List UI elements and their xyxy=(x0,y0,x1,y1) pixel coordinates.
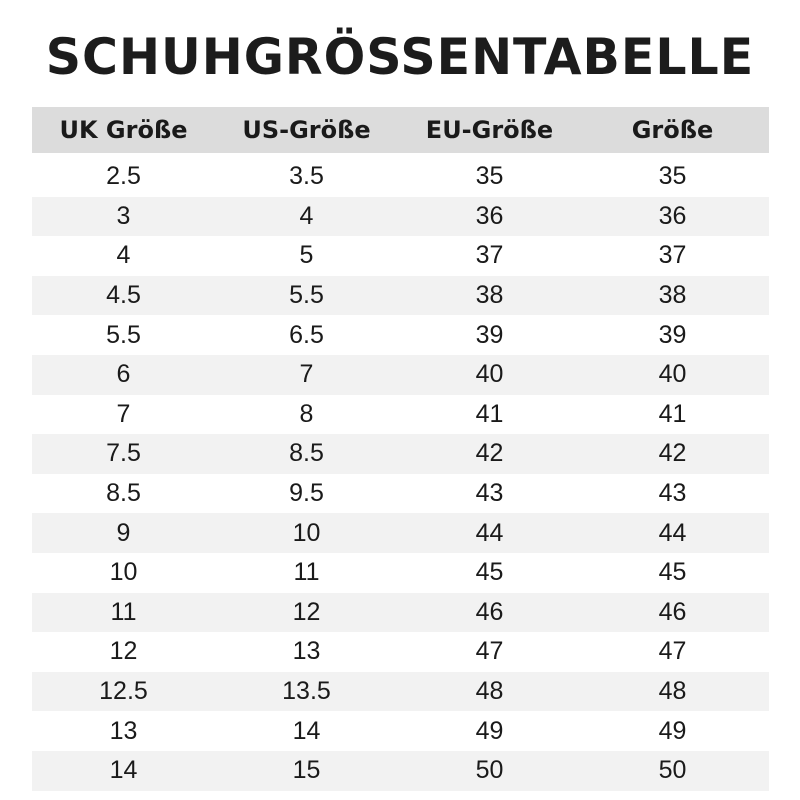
table-row: 11 12 46 46 xyxy=(32,592,769,633)
cell-eu: 36 xyxy=(475,201,504,230)
cell-us: 9.5 xyxy=(289,479,324,508)
cell-us: 8 xyxy=(299,399,314,428)
cell-uk: 2.5 xyxy=(106,162,141,191)
table-row: 12.5 13.5 48 48 xyxy=(32,671,769,712)
cell-eu: 45 xyxy=(475,558,504,587)
cell-size: 39 xyxy=(658,320,687,349)
cell-eu: 46 xyxy=(475,597,504,626)
cell-size: 44 xyxy=(658,518,687,547)
cell-size: 48 xyxy=(658,677,687,706)
cell-size: 45 xyxy=(658,558,687,587)
cell-eu: 38 xyxy=(475,281,504,310)
header-uk: UK Größe xyxy=(59,116,188,144)
cell-size: 42 xyxy=(658,439,687,468)
table-row: 7.5 8.5 42 42 xyxy=(32,434,769,474)
cell-us: 5.5 xyxy=(289,281,324,310)
table-row: 7 8 41 41 xyxy=(32,395,769,435)
cell-us: 3.5 xyxy=(289,162,324,191)
cell-eu: 48 xyxy=(475,677,504,706)
cell-uk: 10 xyxy=(109,558,138,587)
cell-uk: 12.5 xyxy=(99,677,148,706)
cell-eu: 39 xyxy=(475,320,504,349)
table-row: 8.5 9.5 43 43 xyxy=(32,474,769,514)
table-row: 14 15 50 50 xyxy=(32,750,769,791)
cell-eu: 49 xyxy=(475,716,504,745)
cell-us: 4 xyxy=(299,201,314,230)
cell-size: 41 xyxy=(658,399,687,428)
table-row: 13 14 49 49 xyxy=(32,711,769,751)
cell-uk: 6 xyxy=(116,360,131,389)
cell-us: 13.5 xyxy=(282,677,331,706)
cell-eu: 35 xyxy=(475,162,504,191)
cell-us: 15 xyxy=(292,756,321,785)
table-row: 4.5 5.5 38 38 xyxy=(32,275,769,316)
cell-eu: 41 xyxy=(475,399,504,428)
header-us: US-Größe xyxy=(242,116,371,144)
cell-us: 11 xyxy=(293,558,320,587)
cell-uk: 11 xyxy=(110,597,137,626)
cell-size: 43 xyxy=(658,479,687,508)
cell-uk: 5.5 xyxy=(106,320,141,349)
cell-size: 37 xyxy=(658,241,687,270)
cell-size: 46 xyxy=(658,597,687,626)
cell-size: 50 xyxy=(658,756,687,785)
table-row: 10 11 45 45 xyxy=(32,553,769,593)
cell-us: 10 xyxy=(292,518,321,547)
cell-uk: 7 xyxy=(116,399,131,428)
cell-size: 49 xyxy=(658,716,687,745)
cell-size: 35 xyxy=(658,162,687,191)
cell-eu: 40 xyxy=(475,360,504,389)
page-title: SCHUHGRÖSSENTABELLE xyxy=(45,28,755,86)
cell-size: 36 xyxy=(658,201,687,230)
cell-uk: 14 xyxy=(109,756,138,785)
cell-eu: 37 xyxy=(475,241,504,270)
cell-us: 14 xyxy=(292,716,321,745)
table-row: 6 7 40 40 xyxy=(32,354,769,395)
cell-eu: 44 xyxy=(475,518,504,547)
cell-uk: 9 xyxy=(116,518,131,547)
header-eu: EU-Größe xyxy=(425,116,554,144)
table-row: 3 4 36 36 xyxy=(32,196,769,237)
cell-size: 47 xyxy=(658,637,687,666)
cell-uk: 8.5 xyxy=(106,479,141,508)
cell-uk: 7.5 xyxy=(106,439,141,468)
cell-eu: 47 xyxy=(475,637,504,666)
cell-uk: 4 xyxy=(116,241,131,270)
cell-uk: 4.5 xyxy=(106,281,141,310)
cell-eu: 50 xyxy=(475,756,504,785)
size-table: UK Größe US-Größe EU-Größe Größe 2.5 3.5 3… xyxy=(32,107,769,791)
cell-eu: 43 xyxy=(475,479,504,508)
cell-eu: 42 xyxy=(475,439,504,468)
cell-size: 40 xyxy=(658,360,687,389)
cell-us: 5 xyxy=(299,241,314,270)
table-header: UK Größe US-Größe EU-Größe Größe xyxy=(32,107,769,153)
table-row: 5.5 6.5 39 39 xyxy=(32,315,769,355)
cell-uk: 3 xyxy=(116,201,131,230)
cell-us: 6.5 xyxy=(289,320,324,349)
cell-us: 8.5 xyxy=(289,439,324,468)
table-row: 2.5 3.5 35 35 xyxy=(32,157,769,197)
cell-us: 7 xyxy=(299,360,314,389)
cell-us: 12 xyxy=(292,597,321,626)
cell-uk: 13 xyxy=(109,716,138,745)
cell-size: 38 xyxy=(658,281,687,310)
table-row: 9 10 44 44 xyxy=(32,513,769,553)
table-row: 4 5 37 37 xyxy=(32,236,769,276)
cell-uk: 12 xyxy=(109,637,138,666)
header-size: Größe xyxy=(631,116,714,144)
table-row: 12 13 47 47 xyxy=(32,632,769,672)
cell-us: 13 xyxy=(292,637,321,666)
